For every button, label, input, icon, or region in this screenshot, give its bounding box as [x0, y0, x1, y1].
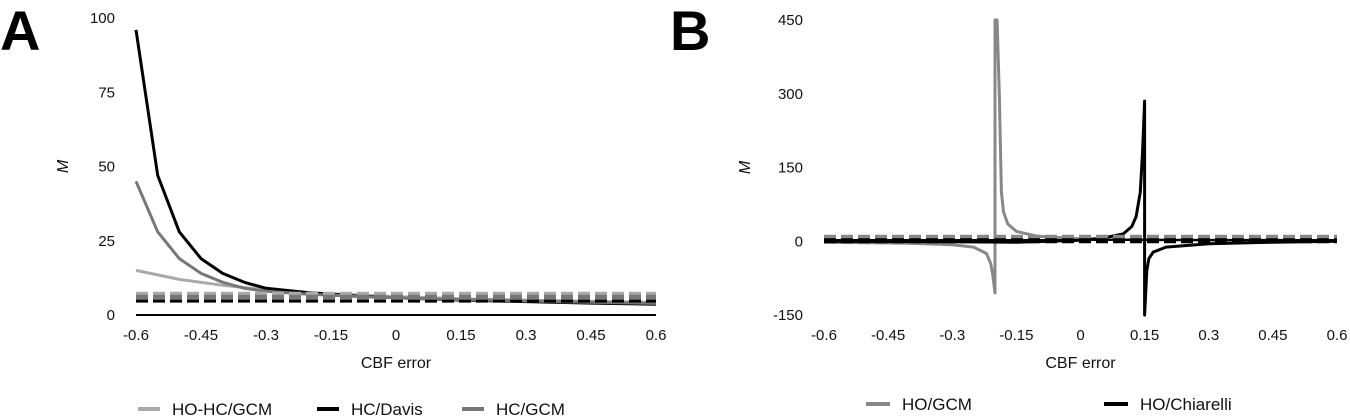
x-tick-label: 0.45 — [1258, 327, 1287, 344]
chart-b-y-label: M — [737, 160, 754, 174]
x-tick-label: -0.3 — [939, 327, 965, 344]
chart-b-legend: HO/GCM HO/Chiarelli — [866, 395, 1232, 414]
chart-a-x-label: CBF error — [361, 355, 432, 372]
chart-b-x-label: CBF error — [1045, 355, 1116, 372]
y-tick-label: 75 — [98, 84, 115, 101]
panel-letter-a: A — [0, 0, 40, 62]
series-a-1-line — [134, 29, 657, 306]
x-tick-label: 0 — [1076, 327, 1084, 344]
x-tick-label: 0 — [392, 327, 400, 344]
chart-a-x-ticks: -0.6 -0.45 -0.3 -0.15 0 0.15 0.3 0.45 0.6 — [123, 327, 666, 344]
x-tick-label: 0.6 — [646, 327, 667, 344]
x-tick-label: 0.6 — [1327, 327, 1348, 344]
y-tick-label: 150 — [778, 160, 803, 177]
legend-b-label-0: HO/GCM — [902, 395, 972, 414]
legend-a-label-2: HC/GCM — [496, 400, 565, 418]
x-tick-label: 0.45 — [576, 327, 605, 344]
y-tick-label: 0 — [795, 233, 803, 250]
y-tick-label: -150 — [773, 307, 803, 324]
x-tick-label: -0.15 — [314, 327, 348, 344]
x-tick-label: 0.15 — [1130, 327, 1159, 344]
y-tick-label: 100 — [90, 10, 115, 27]
chart-panel-a: -0.6 -0.45 -0.3 -0.15 0 0.15 0.3 0.45 0.6 0 25 50 7… — [55, 10, 666, 372]
y-tick-label: 450 — [778, 12, 803, 29]
legend-b-label-1: HO/Chiarelli — [1140, 395, 1232, 414]
x-tick-label: -0.15 — [999, 327, 1033, 344]
x-tick-label: -0.45 — [184, 327, 218, 344]
chart-panel-b: -0.6 -0.45 -0.3 -0.15 0 0.15 0.3 0.45 0.6 -150 0 1… — [737, 12, 1347, 372]
x-tick-label: -0.6 — [811, 327, 837, 344]
y-tick-label: 25 — [98, 233, 115, 250]
chart-a-series — [134, 29, 657, 306]
chart-b-x-ticks: -0.6 -0.45 -0.3 -0.15 0 0.15 0.3 0.45 0.6 — [811, 327, 1347, 344]
x-tick-label: -0.6 — [123, 327, 149, 344]
chart-b-y-ticks: -150 0 150 300 450 — [773, 12, 803, 324]
x-tick-label: -0.3 — [253, 327, 279, 344]
legend-a-label-1: HC/Davis — [351, 400, 423, 418]
legend-a-label-0: HO-HC/GCM — [172, 400, 272, 418]
panel-letter-b: B — [670, 0, 710, 62]
x-tick-label: 0.15 — [446, 327, 475, 344]
chart-a-y-label: M — [55, 159, 72, 173]
x-tick-label: 0.3 — [516, 327, 537, 344]
series-b-0-line — [823, 18, 1338, 295]
series-b-1-line — [823, 99, 1338, 317]
chart-a-y-ticks: 0 25 50 75 100 — [90, 10, 115, 324]
y-tick-label: 300 — [778, 86, 803, 103]
x-tick-label: 0.3 — [1198, 327, 1219, 344]
chart-b-series — [823, 18, 1338, 317]
y-tick-label: 0 — [107, 307, 115, 324]
chart-a-legend: HO-HC/GCM HC/Davis HC/GCM — [138, 400, 565, 418]
x-tick-label: -0.45 — [871, 327, 905, 344]
y-tick-label: 50 — [98, 159, 115, 176]
